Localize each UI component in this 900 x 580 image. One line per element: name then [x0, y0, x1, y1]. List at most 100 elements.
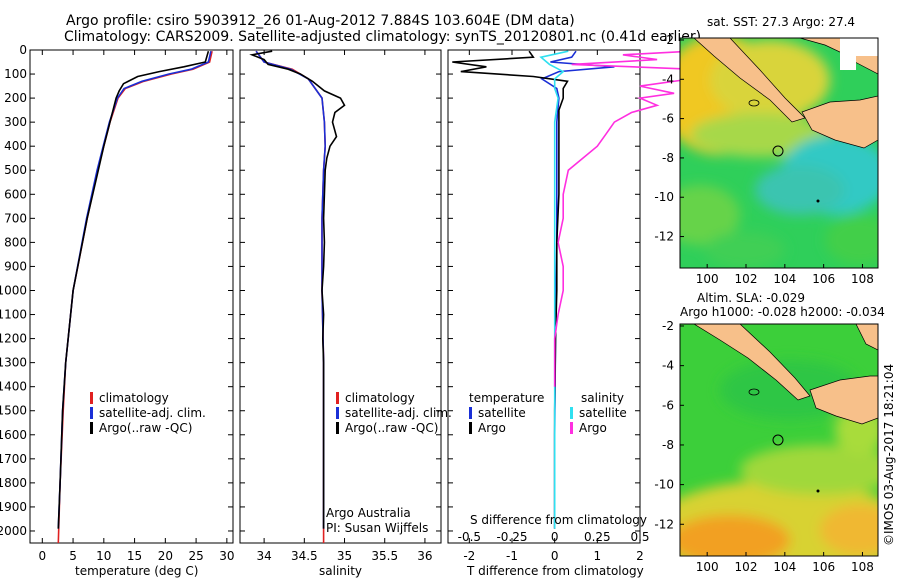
profile-marker	[772, 434, 784, 446]
sst-map	[679, 37, 879, 269]
climatology-swatch	[336, 392, 339, 404]
legend-satellite: satellite	[478, 406, 526, 420]
depth-tick-label: 1400	[0, 380, 27, 394]
depth-tick-label: 1900	[0, 500, 27, 514]
map-lat-label: -4	[662, 359, 674, 373]
x-tick-label: 5	[69, 549, 77, 563]
depth-tick-label: 400	[4, 139, 27, 153]
x-tick-label: -2	[463, 549, 475, 563]
depth-tick-label: 600	[4, 187, 27, 201]
satellite-swatch	[469, 407, 472, 419]
sla-map-title-1: Altim. SLA: -0.029	[697, 291, 806, 305]
x-tick-label: 34	[256, 549, 271, 563]
annotation-line-1: Argo Australia	[326, 506, 411, 520]
map-lat-label: -10	[654, 478, 674, 492]
s-diff-tick-label: 0	[551, 530, 559, 544]
legend-argo: Argo(..raw -QC)	[345, 421, 439, 435]
climatology-swatch	[90, 392, 93, 404]
map-lat-label: -10	[654, 190, 674, 204]
series-argo-raw-qc-	[249, 50, 346, 529]
imos-credit: ©IMOS 03-Aug-2017 18:21:04	[882, 363, 896, 546]
map-lon-label: 106	[812, 272, 835, 286]
x-tick-label: 10	[96, 549, 111, 563]
title-line-1: Argo profile: csiro 5903912_26 01-Aug-20…	[66, 13, 575, 29]
depth-tick-label: 1100	[0, 308, 27, 322]
depth-tick-label: 1700	[0, 452, 27, 466]
x-tick-label: 0	[38, 549, 46, 563]
legend-climatology: climatology	[99, 391, 169, 405]
title-line-2: Climatology: CARS2009. Satellite-adjuste…	[64, 29, 702, 45]
map-lat-label: -2	[662, 33, 674, 47]
depth-tick-label: 900	[4, 259, 27, 273]
map-lon-label: 102	[735, 272, 758, 286]
depth-tick-label: 200	[4, 91, 27, 105]
map-lon-label: 100	[696, 560, 719, 574]
x-tick-label: 1	[594, 549, 602, 563]
x-tick-label: -1	[506, 549, 518, 563]
depth-tick-label: 0	[19, 43, 27, 57]
temperature-axis-label: temperature (deg C)	[75, 564, 199, 578]
map-lat-label: -12	[654, 517, 674, 531]
depth-tick-label: 500	[4, 163, 27, 177]
temperature-diff-legend: temperature satellite Argo	[469, 391, 544, 436]
x-tick-label: 35	[337, 549, 352, 563]
depth-tick-label: 1300	[0, 356, 27, 370]
argo-swatch	[90, 422, 93, 434]
x-tick-label: 30	[219, 549, 234, 563]
depth-tick-label: 2000	[0, 524, 27, 538]
depth-tick-label: 100	[4, 67, 27, 81]
s-diff-tick-label: -0.5	[458, 530, 481, 544]
map-lon-label: 104	[773, 272, 796, 286]
x-tick-label: 25	[188, 549, 203, 563]
sla-map-title-2: Argo h1000: -0.028 h2000: -0.034	[680, 305, 885, 319]
legend-salinity-argo: Argo	[579, 421, 607, 435]
depth-tick-label: 1600	[0, 428, 27, 442]
map-lon-label: 106	[812, 560, 835, 574]
series-argo-raw-qc-	[57, 50, 210, 529]
temperature-legend: climatology satellite-adj. clim. Argo(..…	[90, 391, 206, 436]
x-tick-label: 15	[127, 549, 142, 563]
x-tick-label: 35.5	[371, 549, 398, 563]
java-land	[801, 95, 878, 149]
legend-climatology: climatology	[345, 391, 415, 405]
plot-frame	[29, 49, 234, 544]
argo-annotation: Argo Australia PI: Susan Wijffels	[326, 506, 428, 536]
legend-satellite: satellite-adj. clim.	[345, 406, 452, 420]
s-diff-tick-label: 0.25	[584, 530, 611, 544]
depth-tick-label: 1500	[0, 404, 27, 418]
depth-tick-label: 1000	[0, 283, 27, 297]
depth-tick-label: 1200	[0, 332, 27, 346]
map-lat-label: -6	[662, 398, 674, 412]
difference-panel: -2 -1 0 1 2 -0.5 -0.25 0 0.25 0.5	[447, 49, 712, 563]
argo-swatch	[469, 422, 472, 434]
legend-satellite: satellite-adj. clim.	[99, 406, 206, 420]
x-tick-label: 2	[636, 549, 644, 563]
salinity-axis-label: salinity	[319, 564, 363, 578]
map-lon-label: 100	[696, 272, 719, 286]
depth-tick-label: 700	[4, 211, 27, 225]
map-lon-label: 102	[735, 560, 758, 574]
map-lon-label: 108	[851, 560, 874, 574]
t-difference-axis-label: T difference from climatology	[467, 564, 644, 578]
legend-salinity-satellite: satellite	[579, 406, 627, 420]
x-tick-label: 34.5	[291, 549, 318, 563]
map-lat-label: -8	[662, 438, 674, 452]
sla-map	[679, 323, 879, 557]
salinity-satellite-swatch	[570, 407, 573, 419]
salinity-legend: climatology satellite-adj. clim. Argo(..…	[336, 391, 452, 436]
sst-map-title: sat. SST: 27.3 Argo: 27.4	[707, 15, 856, 29]
map-lat-label: -6	[662, 112, 674, 126]
salinity-diff-legend: salinity satellite Argo	[570, 391, 627, 436]
profile-marker	[772, 145, 784, 157]
map-lat-label: -2	[662, 319, 674, 333]
s-diff-tick-label: -0.25	[496, 530, 527, 544]
map-lat-label: -4	[662, 72, 674, 86]
argo-swatch	[336, 422, 339, 434]
x-tick-label: 36	[417, 549, 432, 563]
map-lat-label: -12	[654, 230, 674, 244]
s-diff-tick-label: 0.5	[630, 530, 649, 544]
map-lon-label: 108	[851, 272, 874, 286]
salinity-argo-swatch	[570, 422, 573, 434]
annotation-line-2: PI: Susan Wijffels	[326, 521, 429, 535]
